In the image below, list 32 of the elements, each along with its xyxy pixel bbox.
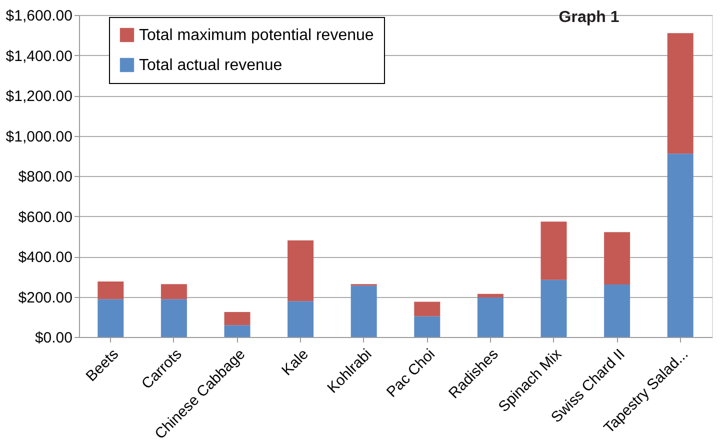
- bar: [540, 280, 567, 337]
- bar: [160, 299, 187, 337]
- legend-label: Total maximum potential revenue: [139, 27, 374, 44]
- bar: [224, 325, 250, 337]
- bar: [604, 232, 630, 284]
- y-tick-label: $800.00: [18, 168, 72, 186]
- y-tick-label: $1,000.00: [6, 128, 72, 146]
- bar: [667, 33, 694, 154]
- annotation: Graph 1: [558, 9, 620, 26]
- y-tick-label: $0.00: [34, 330, 72, 346]
- y-tick-label: $400.00: [18, 249, 72, 266]
- bar: [540, 222, 567, 280]
- bar: [350, 286, 377, 337]
- bar: [160, 284, 187, 300]
- y-tick-label: $600.00: [18, 208, 72, 226]
- bar: [288, 240, 314, 302]
- x-tick-label: Kale: [278, 346, 312, 380]
- y-tick-label: $1,400.00: [6, 48, 72, 65]
- y-tick-label: $1,200.00: [6, 88, 72, 105]
- legend-label: Total actual revenue: [139, 57, 282, 74]
- y-tick-label: $1,600.00: [6, 8, 72, 24]
- bar: [414, 316, 440, 337]
- bar: [224, 312, 250, 326]
- bar: [288, 301, 314, 337]
- bar: [98, 299, 124, 337]
- bar: [667, 154, 694, 337]
- bar: [604, 284, 630, 337]
- bar: [477, 298, 504, 337]
- bar: [414, 302, 440, 316]
- bar: [98, 281, 124, 300]
- bar: [477, 294, 504, 298]
- y-tick-label: $200.00: [18, 289, 72, 306]
